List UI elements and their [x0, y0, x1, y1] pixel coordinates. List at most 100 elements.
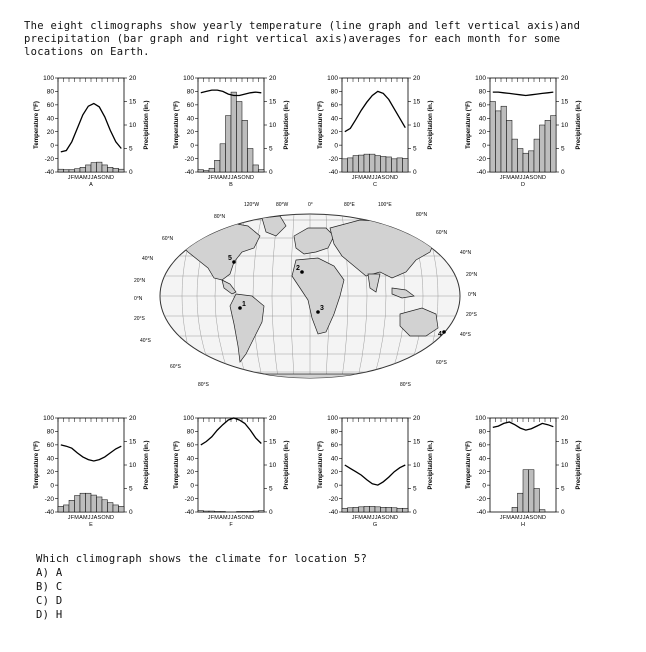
precip-bar [352, 155, 359, 173]
temp-tick-label: 20 [47, 469, 55, 476]
precip-tick-label: 5 [269, 146, 273, 153]
climograph-letter: H [521, 522, 525, 528]
precip-bar [203, 170, 210, 173]
lat-label-left: 40°S [140, 338, 152, 344]
precip-tick-label: 0 [561, 169, 565, 176]
plot-frame [57, 77, 125, 173]
temperature-line [200, 89, 262, 97]
climograph-svg: 100 80 60 40 20 0 -20 -40 20 15 10 5 0 Temperature (°… [34, 415, 150, 528]
lat-label-right: 40°N [460, 250, 472, 256]
location-marker-5 [232, 260, 236, 264]
precip-bar [385, 507, 392, 513]
precip-bar [107, 502, 114, 513]
month-letters: JFMAMJJASOND [352, 175, 398, 181]
precip-bar [511, 138, 518, 173]
temp-tick-label: 40 [479, 115, 487, 122]
precip-tick-label: 10 [269, 462, 277, 469]
temp-tick-label: 20 [479, 469, 487, 476]
climograph-letter: C [373, 182, 377, 188]
answer-option-a[interactable]: A) A [36, 567, 63, 579]
precip-tick-label: 15 [269, 99, 277, 106]
temperature-axis-label: Temperature (°F) [174, 441, 180, 489]
temp-tick-label: 0 [334, 482, 338, 489]
temp-tick-label: -20 [45, 156, 55, 163]
climograph-letter: F [229, 522, 233, 528]
precip-tick-label: 5 [561, 146, 565, 153]
temp-tick-label: -40 [329, 169, 339, 176]
precip-bar [74, 168, 81, 173]
temp-tick-label: -20 [185, 156, 195, 163]
location-label-5: 5 [228, 255, 232, 262]
lat-label-left: 60°N [162, 236, 174, 242]
lat-label-right: 20°N [466, 272, 478, 278]
precip-bar [79, 492, 86, 513]
climograph-svg: 100 80 60 40 20 0 -20 -40 20 15 10 5 0 Temperature (°… [174, 75, 290, 188]
temp-tick-label: 100 [475, 75, 486, 82]
precip-tick-label: 10 [561, 122, 569, 129]
answer-option-c[interactable]: C) D [36, 595, 63, 607]
lat-label-left: 80°N [214, 214, 226, 220]
precip-tick-label: 0 [561, 509, 565, 516]
temp-tick-label: 100 [43, 415, 54, 422]
climograph-a: 100 80 60 40 20 0 -20 -40 20 15 10 5 0 Temperature (°… [28, 70, 173, 210]
lat-label-right: 60°S [436, 360, 448, 366]
lon-label: 100°E [378, 202, 392, 208]
precip-bar [517, 148, 524, 173]
temp-tick-label: -40 [477, 169, 487, 176]
temperature-line [60, 102, 122, 153]
precip-bar [197, 510, 204, 513]
climograph-letter: B [229, 182, 233, 188]
temp-tick-label: 0 [190, 142, 194, 149]
precipitation-axis-label: Precipitation (in.) [576, 440, 582, 489]
location-marker-3 [316, 310, 320, 314]
temp-tick-label: 0 [50, 142, 54, 149]
answer-option-d[interactable]: D) H [36, 609, 63, 621]
precip-tick-label: 5 [129, 146, 133, 153]
precip-bar [258, 510, 265, 513]
climograph-c: 100 80 60 40 20 0 -20 -40 20 15 10 5 0 Temperature (°… [312, 70, 457, 210]
precip-bar [208, 167, 215, 173]
temp-tick-label: 20 [47, 129, 55, 136]
precip-bar [241, 120, 248, 173]
lat-label-right: 80°S [400, 382, 412, 388]
precip-bar [528, 150, 535, 173]
precip-bar [252, 164, 259, 173]
temp-tick-label: 0 [482, 482, 486, 489]
month-letters: JFMAMJJASOND [68, 175, 114, 181]
precip-tick-label: 5 [413, 486, 417, 493]
precip-bar [380, 156, 387, 173]
precip-bar [544, 120, 551, 173]
precip-bar [363, 153, 370, 173]
temp-tick-label: -20 [477, 156, 487, 163]
precip-tick-label: 0 [129, 169, 133, 176]
location-marker-4 [442, 330, 446, 334]
temp-tick-label: 20 [479, 129, 487, 136]
climograph-b: 100 80 60 40 20 0 -20 -40 20 15 10 5 0 Temperature (°… [168, 70, 313, 210]
precip-bar [68, 169, 75, 173]
precip-bar [358, 506, 365, 513]
temp-tick-label: 40 [331, 455, 339, 462]
precip-tick-label: 10 [269, 122, 277, 129]
temp-tick-label: 20 [187, 469, 195, 476]
temp-tick-label: 20 [331, 469, 339, 476]
answer-option-b[interactable]: B) C [36, 581, 63, 593]
temp-tick-label: 40 [187, 455, 195, 462]
location-label-3: 3 [320, 305, 324, 312]
precip-bar [396, 507, 403, 513]
precip-bar [341, 507, 348, 513]
temp-tick-label: 80 [187, 89, 195, 96]
precip-bar [101, 499, 108, 513]
question-text: Which climograph shows the climate for l… [36, 553, 368, 565]
temp-tick-label: 60 [479, 442, 487, 449]
precip-tick-label: 20 [561, 415, 569, 422]
precip-bar [57, 506, 64, 513]
climograph-d: 100 80 60 40 20 0 -20 -40 20 15 10 5 0 Temperature (°… [460, 70, 605, 210]
precip-bar [112, 167, 119, 173]
precip-bar [96, 161, 103, 173]
precip-bar [380, 507, 387, 513]
temp-tick-label: 60 [331, 102, 339, 109]
precip-bar [550, 115, 557, 173]
location-marker-1 [238, 306, 242, 310]
temp-tick-label: 80 [331, 89, 339, 96]
precip-bar [528, 469, 535, 513]
